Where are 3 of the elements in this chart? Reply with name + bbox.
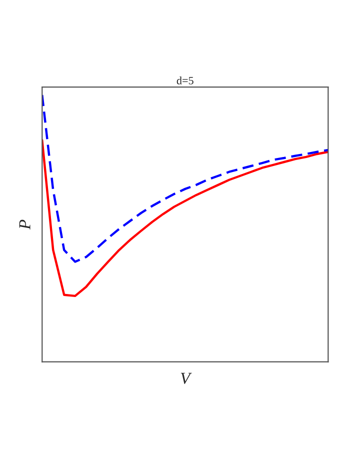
chart-title: d=5 [176,76,194,84]
y-axis-title: P [19,220,30,230]
x-axis-title: V [180,372,192,384]
